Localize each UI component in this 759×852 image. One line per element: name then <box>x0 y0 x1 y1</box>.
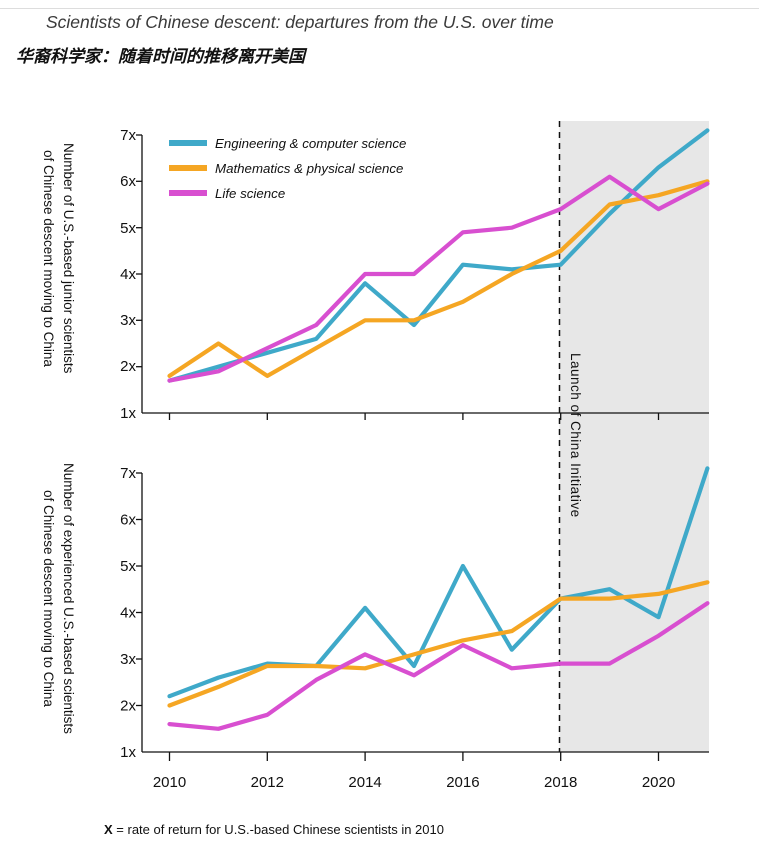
svg-text:6x: 6x <box>120 512 136 529</box>
svg-text:2016: 2016 <box>446 774 479 791</box>
svg-text:Life science: Life science <box>215 186 285 201</box>
svg-text:7x: 7x <box>120 127 136 144</box>
svg-text:3x: 3x <box>120 312 136 329</box>
svg-text:3x: 3x <box>120 651 136 668</box>
svg-text:4x: 4x <box>120 266 136 283</box>
svg-text:2018: 2018 <box>544 774 577 791</box>
svg-text:7x: 7x <box>120 465 136 482</box>
svg-text:5x: 5x <box>120 558 136 575</box>
svg-text:Engineering & computer science: Engineering & computer science <box>215 136 406 151</box>
svg-text:2x: 2x <box>120 358 136 375</box>
svg-text:2020: 2020 <box>642 774 675 791</box>
svg-text:2014: 2014 <box>348 774 381 791</box>
svg-text:4x: 4x <box>120 605 136 622</box>
svg-text:6x: 6x <box>120 173 136 190</box>
svg-text:1x: 1x <box>120 744 136 761</box>
svg-text:Mathematics & physical science: Mathematics & physical science <box>215 161 403 176</box>
svg-text:2010: 2010 <box>153 774 186 791</box>
svg-text:2x: 2x <box>120 698 136 715</box>
svg-text:2012: 2012 <box>251 774 284 791</box>
svg-text:5x: 5x <box>120 220 136 237</box>
svg-text:1x: 1x <box>120 405 136 420</box>
